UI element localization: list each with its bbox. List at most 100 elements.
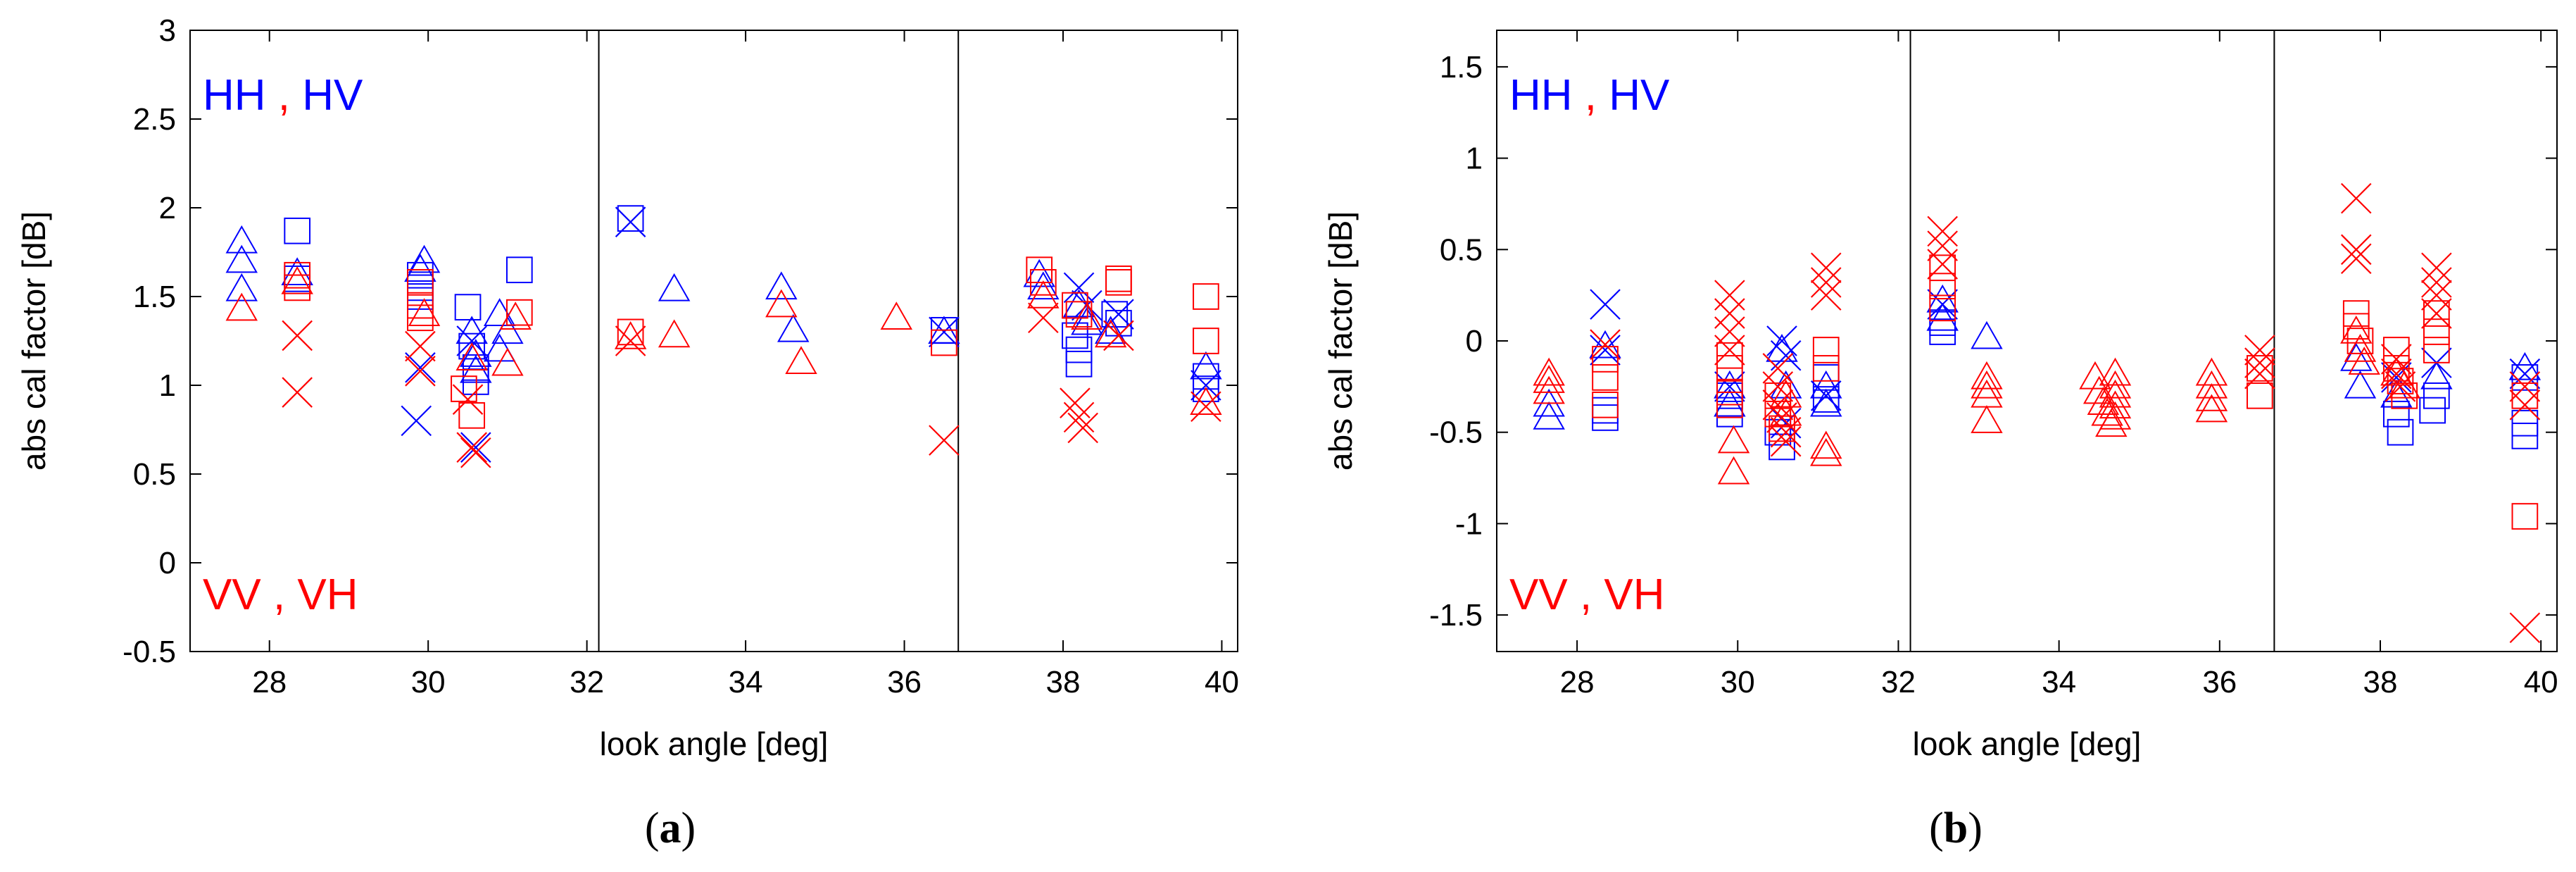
data-point-vh-cross xyxy=(405,330,436,362)
data-point-vh-cross xyxy=(2244,358,2275,390)
data-point-vh-cross xyxy=(456,432,487,463)
data-point-vv xyxy=(2344,333,2377,362)
x-axis-label: look angle [deg] xyxy=(600,725,829,762)
data-point-hv xyxy=(1764,418,1792,446)
data-point-vh-cross xyxy=(2509,390,2541,421)
data-point-hh xyxy=(1027,271,1060,300)
y-tick-label: 1.5 xyxy=(1440,50,1483,85)
panel-b-caption: (b) xyxy=(1929,804,1983,852)
data-point-vv xyxy=(2079,361,2111,390)
data-point-vh xyxy=(284,274,311,301)
data-point-vh-cross xyxy=(282,377,313,408)
data-point-vh-cross xyxy=(1810,267,1842,298)
data-point-vh xyxy=(2511,382,2539,409)
data-point-vv xyxy=(1533,365,1565,393)
data-point-hh xyxy=(777,313,810,342)
data-point-vv xyxy=(1533,375,1565,404)
data-point-vh-cross xyxy=(2381,344,2412,375)
data-point-vh xyxy=(1929,273,1956,300)
data-point-vv xyxy=(2195,370,2228,399)
data-point-hv-cross xyxy=(401,405,432,437)
x-tick-label: 36 xyxy=(887,665,922,699)
data-point-vh xyxy=(1764,382,1792,409)
data-point-vh-cross xyxy=(1927,249,1958,280)
data-point-vv xyxy=(2099,379,2132,408)
data-point-vv xyxy=(455,342,488,370)
data-point-vv xyxy=(2099,390,2132,419)
data-point-vh xyxy=(1716,355,1743,382)
data-point-hv-cross xyxy=(2509,358,2541,390)
x-tick-label: 30 xyxy=(411,665,446,699)
data-point-vv xyxy=(1971,370,2003,399)
data-point-vh xyxy=(2247,382,2273,409)
x-tick-label: 32 xyxy=(1881,665,1916,699)
data-point-vh xyxy=(2511,503,2539,530)
data-point-vv xyxy=(2091,397,2123,426)
data-point-hv xyxy=(505,256,533,284)
data-point-vv xyxy=(880,301,912,330)
data-point-vh-cross xyxy=(1714,280,1745,311)
data-point-vh xyxy=(1929,254,1956,282)
data-point-vv xyxy=(1810,437,1842,466)
data-point-hv xyxy=(1592,397,1619,424)
data-point-hv xyxy=(2382,400,2410,428)
annotation-part: HH xyxy=(203,71,266,120)
data-point-vh-cross xyxy=(1063,401,1095,433)
data-point-vv xyxy=(1770,379,1802,408)
data-point-vh-cross xyxy=(1067,412,1098,444)
y-tick-label: 1.5 xyxy=(133,280,176,314)
data-point-hv-cross xyxy=(1770,340,1802,371)
data-point-hh xyxy=(404,254,436,282)
data-point-hv-cross xyxy=(1714,371,1745,402)
data-point-vh xyxy=(1592,391,1619,418)
data-point-hv-cross xyxy=(1590,335,1621,366)
data-point-vh xyxy=(407,304,434,332)
data-point-vh-cross xyxy=(615,325,646,356)
data-point-hv-cross xyxy=(456,325,487,356)
data-point-vv xyxy=(1971,379,2003,408)
data-point-hv xyxy=(2387,418,2414,446)
data-point-hh xyxy=(491,316,524,344)
data-point-vh-cross xyxy=(1060,387,1091,418)
data-point-vh-cross xyxy=(2421,280,2452,311)
data-point-hh xyxy=(2420,361,2453,390)
data-point-hh xyxy=(1971,320,2003,349)
data-point-vh-cross xyxy=(2421,252,2452,284)
data-point-vh-cross xyxy=(1714,298,1745,329)
y-tick-label: -0.5 xyxy=(1429,416,1483,450)
data-point-vv xyxy=(2195,394,2228,423)
data-point-vh-cross xyxy=(2340,182,2372,214)
data-point-vh xyxy=(2342,313,2370,340)
y-tick-label: 0 xyxy=(1466,324,1483,359)
panel-b-chart: 28 30 32 34 36 38 40 -1.5 -1 -0.5 0 0.5 1 1.5 look ang… xyxy=(1322,30,2558,762)
data-point-hv xyxy=(1768,433,1795,461)
data-point-vh-cross xyxy=(929,425,960,456)
y-tick-label: -1.5 xyxy=(1429,598,1483,633)
data-point-vh xyxy=(2346,328,2374,354)
y-tick-label: -1 xyxy=(1455,506,1483,541)
annotation-part: , xyxy=(261,571,285,619)
data-point-vh-cross xyxy=(2381,358,2412,390)
data-point-hv xyxy=(2511,423,2539,449)
annotation-part: VH xyxy=(1592,571,1664,619)
data-point-hv-cross xyxy=(1190,370,1221,401)
data-point-vv xyxy=(2099,370,2132,399)
data-point-hv xyxy=(1929,318,1956,345)
data-point-vh-cross xyxy=(2244,347,2275,378)
data-point-vh xyxy=(1812,355,1840,382)
data-point-vh-cross xyxy=(2509,612,2541,644)
data-point-vh-cross xyxy=(1927,216,1958,247)
data-point-hh xyxy=(1810,370,1842,399)
data-point-hh xyxy=(1714,370,1746,399)
data-point-hv xyxy=(1812,386,1840,413)
data-point-vv xyxy=(2099,357,2132,386)
data-point-vh-cross xyxy=(282,320,313,351)
data-point-vv xyxy=(2388,370,2420,399)
data-point-vv xyxy=(408,298,441,326)
data-point-vh-cross xyxy=(1810,252,1842,284)
data-point-vv xyxy=(614,320,647,349)
data-point-vh xyxy=(2382,337,2410,363)
data-point-vv xyxy=(2082,375,2116,404)
y-tick-label: 1 xyxy=(159,368,176,403)
data-point-vh xyxy=(1592,364,1619,391)
